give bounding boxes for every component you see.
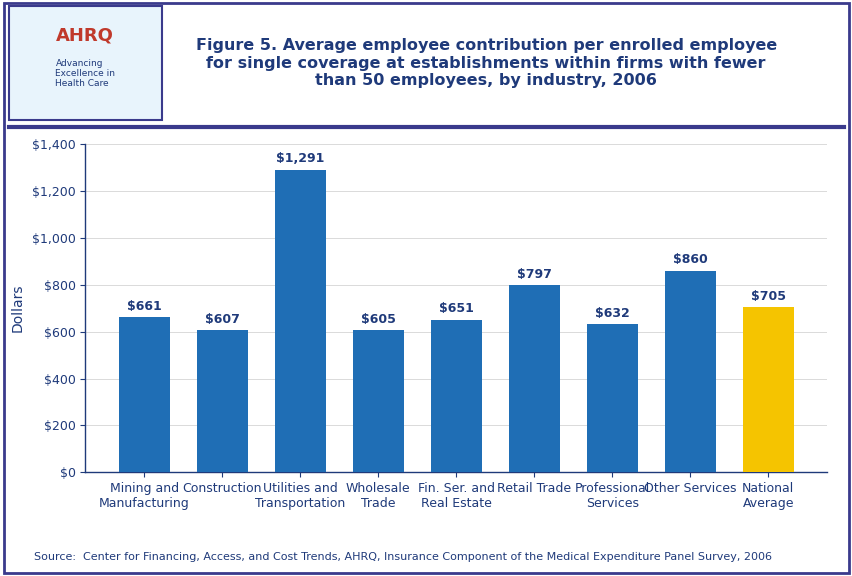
Text: $797: $797: [516, 268, 551, 281]
Text: $607: $607: [204, 313, 239, 326]
Y-axis label: Dollars: Dollars: [11, 284, 25, 332]
Bar: [119, 317, 170, 472]
Bar: [430, 320, 481, 472]
Bar: [274, 169, 325, 472]
Bar: [586, 324, 637, 472]
Text: Source:  Center for Financing, Access, and Cost Trends, AHRQ, Insurance Componen: Source: Center for Financing, Access, an…: [34, 552, 771, 562]
Text: $632: $632: [594, 307, 629, 320]
Text: $661: $661: [127, 300, 162, 313]
Text: $705: $705: [750, 290, 785, 303]
Bar: [665, 271, 715, 472]
Text: $605: $605: [360, 313, 395, 326]
Text: $860: $860: [672, 253, 707, 267]
Text: $651: $651: [439, 302, 473, 316]
Bar: [353, 331, 403, 472]
Text: $1,291: $1,291: [276, 152, 324, 165]
FancyBboxPatch shape: [9, 6, 162, 120]
Bar: [509, 286, 559, 472]
Text: Figure 5. Average employee contribution per enrolled employee
for single coverag: Figure 5. Average employee contribution …: [195, 39, 776, 88]
Text: Advancing
Excellence in
Health Care: Advancing Excellence in Health Care: [55, 59, 115, 88]
Bar: [197, 330, 247, 472]
Text: AHRQ: AHRQ: [55, 26, 113, 44]
Bar: [742, 307, 792, 472]
